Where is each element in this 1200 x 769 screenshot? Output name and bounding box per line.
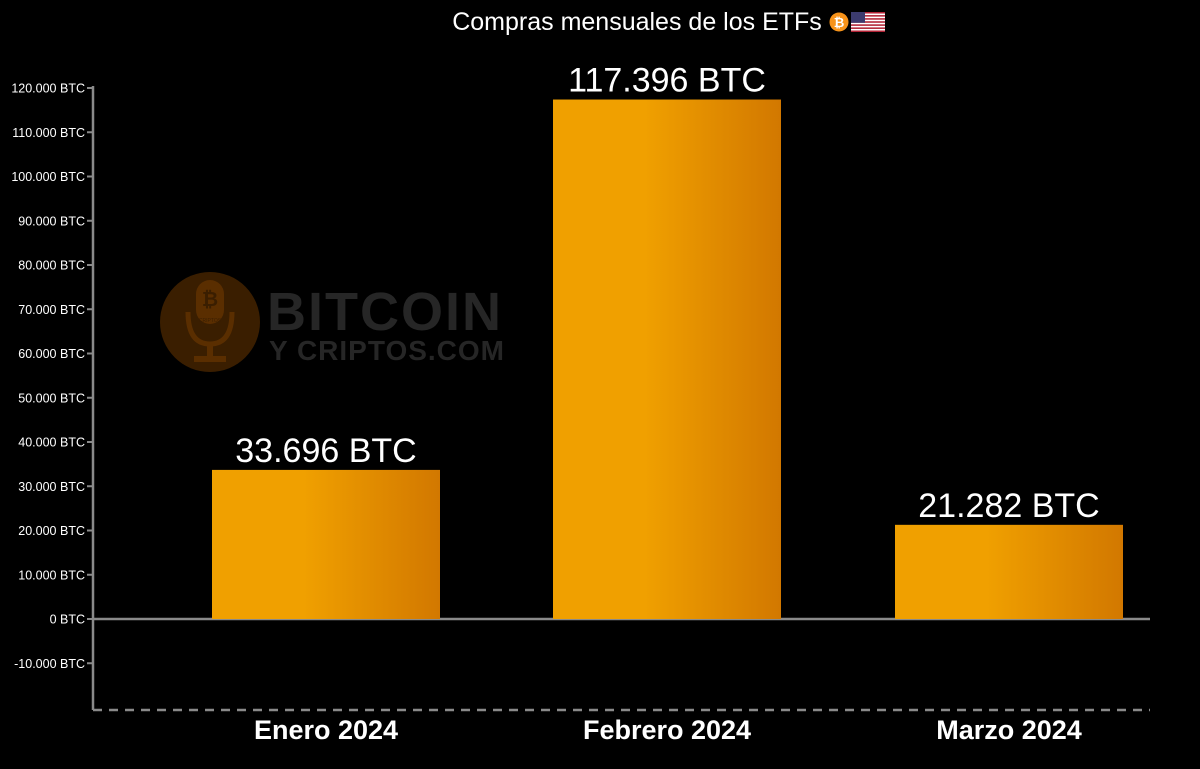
y-tick-label: 20.000 BTC	[18, 524, 85, 538]
y-tick-label: -10.000 BTC	[14, 657, 85, 671]
bitcoin-coin-icon: ₿	[829, 12, 849, 32]
y-tick-label: 100.000 BTC	[11, 170, 85, 184]
y-tick-label: 70.000 BTC	[18, 303, 85, 317]
y-tick-label: 60.000 BTC	[18, 347, 85, 361]
y-tick-label: 40.000 BTC	[18, 436, 85, 450]
x-category-label: Enero 2024	[254, 715, 398, 745]
bar-value-label: 21.282 BTC	[918, 487, 1099, 525]
x-category-label: Marzo 2024	[936, 715, 1082, 745]
y-tick-label: 50.000 BTC	[18, 391, 85, 405]
y-tick-label: 30.000 BTC	[18, 480, 85, 494]
bars	[212, 99, 1123, 619]
watermark-badge-text: CRIPTOS	[199, 318, 222, 324]
y-tick-label: 120.000 BTC	[11, 82, 85, 96]
bar	[212, 469, 440, 619]
x-category-label: Febrero 2024	[583, 715, 751, 745]
y-tick-label: 0 BTC	[50, 613, 85, 627]
watermark-line1: BITCOIN	[267, 282, 503, 342]
svg-text:₿: ₿	[834, 15, 845, 30]
watermark-line2: Y CRIPTOS.COM	[269, 335, 505, 366]
bar-value-label: 33.696 BTC	[235, 432, 416, 470]
y-tick-label: 110.000 BTC	[12, 126, 85, 140]
y-tick-label: 10.000 BTC	[18, 568, 85, 582]
chart-title-group: Compras mensuales de los ETFs ₿	[452, 8, 885, 36]
bar	[553, 99, 781, 619]
watermark-logo: ₿ CRIPTOS BITCOIN Y CRIPTOS.COM	[160, 272, 505, 372]
y-tick-label: 90.000 BTC	[18, 214, 85, 228]
chart-title: Compras mensuales de los ETFs	[452, 8, 822, 36]
y-tick-label: 80.000 BTC	[18, 259, 85, 273]
data-labels: 33.696 BTC Enero 2024 117.396 BTC Febrero 2…	[235, 62, 1099, 745]
microphone-icon: ₿ CRIPTOS	[185, 280, 235, 362]
bar	[895, 524, 1123, 619]
us-flag-icon	[851, 12, 885, 32]
bar-value-label: 117.396 BTC	[568, 62, 766, 100]
svg-text:₿: ₿	[202, 289, 218, 311]
